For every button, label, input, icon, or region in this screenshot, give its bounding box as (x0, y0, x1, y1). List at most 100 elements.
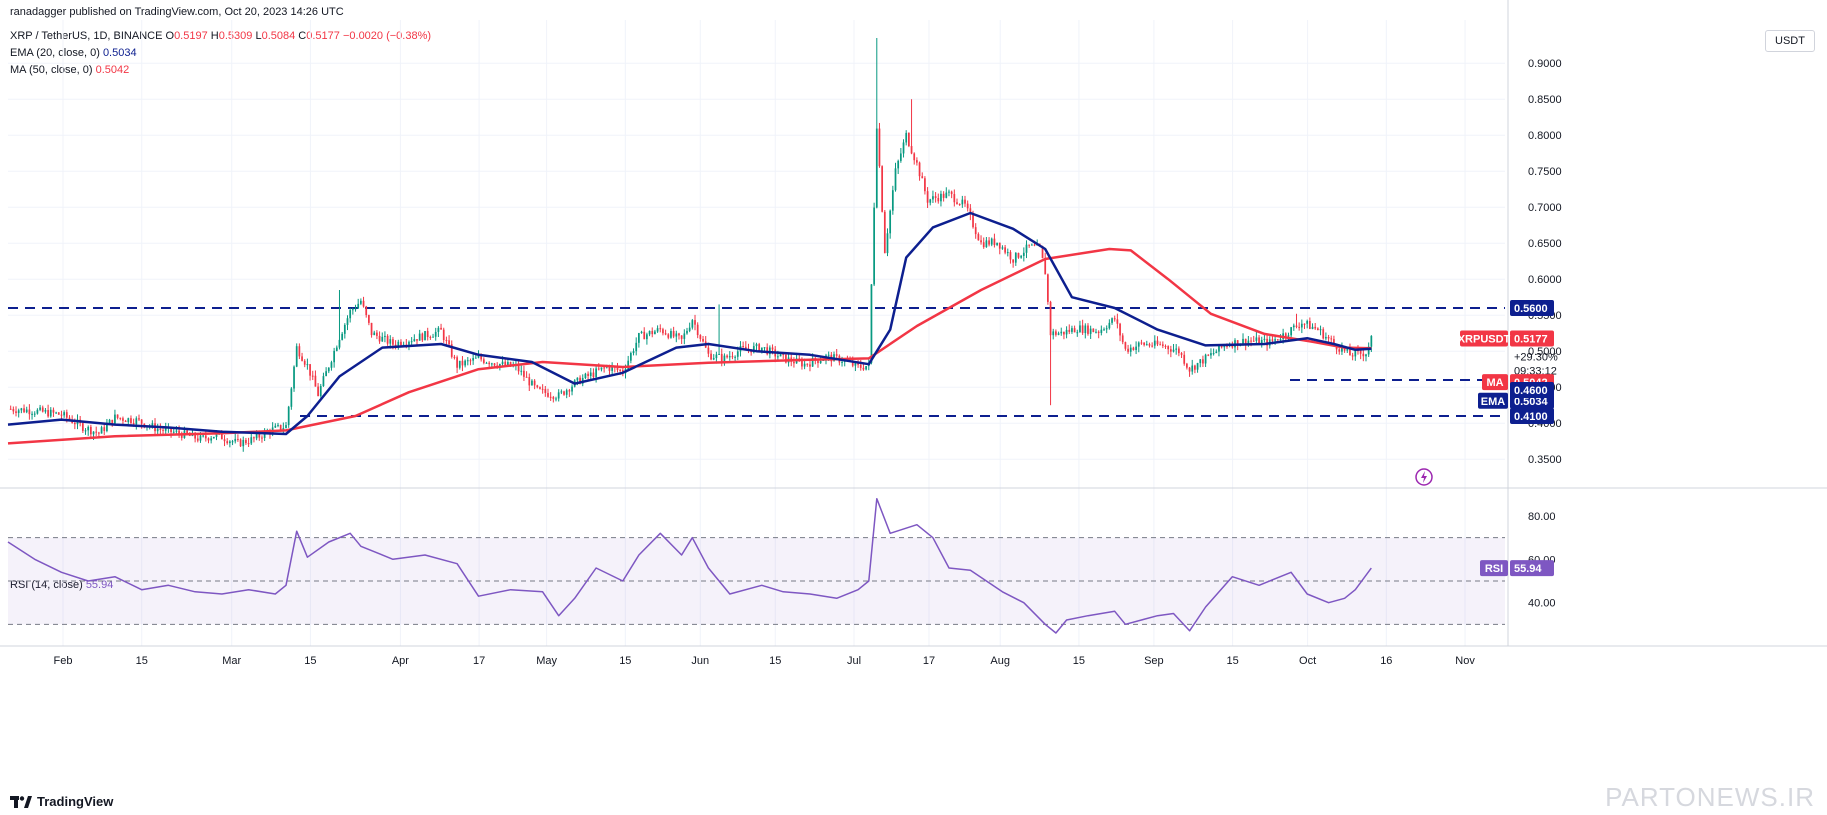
candle-body (426, 331, 429, 338)
candle-body (678, 333, 680, 336)
candle-body (662, 329, 664, 334)
candle-body (1006, 252, 1009, 254)
candle-body (758, 344, 761, 352)
candle-body (1271, 339, 1274, 341)
candle-body (627, 360, 630, 370)
candle-body (57, 412, 60, 415)
candle-body (728, 356, 731, 358)
candle-body (1177, 348, 1180, 354)
candle-body (119, 417, 122, 419)
candle-body (1068, 329, 1071, 332)
candle-body (1060, 331, 1063, 334)
candle-body (106, 423, 108, 431)
candle-body (458, 360, 461, 368)
tradingview-logo[interactable]: TradingView (10, 794, 113, 809)
candle-body (1223, 345, 1226, 348)
candle-body (929, 199, 932, 203)
candle-body (1108, 322, 1111, 329)
candle-body (1362, 353, 1365, 357)
candle-body (998, 242, 1001, 249)
candle-body (982, 242, 985, 248)
candle-body (924, 178, 926, 192)
candle-body (327, 367, 330, 372)
candle-body (547, 392, 549, 397)
candle-body (1252, 340, 1255, 342)
candle-body (523, 370, 525, 377)
candle-body (948, 191, 950, 193)
candle-body (1127, 348, 1129, 352)
rsi-legend[interactable]: RSI (14, close) 55.94 (10, 579, 113, 591)
candle-body (1287, 335, 1290, 337)
ma-tag-bg (1482, 374, 1508, 391)
candle-body (135, 418, 138, 425)
candle-body (482, 359, 485, 363)
currency-button[interactable]: USDT (1765, 30, 1815, 52)
candle-body (552, 397, 555, 399)
candle-body (782, 354, 785, 356)
candle-body (635, 342, 638, 352)
candle-body (1255, 337, 1258, 341)
candle-body (65, 412, 68, 418)
publisher-line: ranadagger published on TradingView.com,… (10, 6, 344, 18)
candle-body (1341, 347, 1343, 352)
candle-body (811, 357, 814, 367)
candle-body (1095, 331, 1097, 333)
candle-body (229, 441, 231, 444)
rsi-legend-value: 55.94 (86, 579, 114, 591)
candle-body (563, 391, 565, 395)
candle-body (905, 132, 908, 143)
candle-body (311, 375, 314, 377)
candle-body (940, 193, 942, 202)
candle-body (1113, 318, 1116, 320)
candle-body (1319, 329, 1322, 331)
candle-body (576, 377, 579, 381)
candle-body (777, 356, 779, 358)
candle-body (437, 327, 440, 332)
candle-body (760, 347, 763, 352)
candle-body (1159, 344, 1162, 346)
candle-body (509, 362, 512, 367)
candle-body (966, 203, 969, 209)
symbol-name[interactable]: XRP / TetherUS, 1D, BINANCE (10, 30, 163, 42)
candle-body (175, 430, 178, 432)
candle-body (934, 196, 937, 199)
candle-body (408, 341, 410, 345)
candle-body (611, 366, 614, 371)
candle-body (239, 439, 242, 447)
candle-body (306, 364, 309, 366)
candle-body (763, 347, 766, 349)
candle-body (319, 386, 322, 397)
price-tick-label: 0.6500 (1528, 238, 1562, 250)
candle-body (1325, 336, 1327, 339)
open-value: 0.5197 (174, 30, 208, 42)
candle-body (1322, 329, 1325, 339)
ema-legend[interactable]: EMA (20, close, 0) 0.5034 (10, 47, 137, 59)
candle-body (1022, 252, 1025, 256)
candle-body (544, 389, 547, 393)
candle-body (1092, 328, 1095, 332)
candle-body (400, 341, 402, 346)
price-tick-label: 0.5000 (1528, 346, 1562, 358)
candle-body (793, 361, 795, 364)
candle-body (1079, 325, 1081, 333)
candle-body (1081, 325, 1084, 334)
candle-body (664, 333, 667, 335)
candle-body (301, 356, 303, 361)
ma-legend[interactable]: MA (50, close, 0) 0.5042 (10, 64, 130, 76)
candle-body (1145, 344, 1148, 346)
candle-body (517, 364, 520, 372)
candle-body (699, 335, 702, 339)
candle-body (779, 354, 782, 357)
candle-body (124, 420, 127, 423)
candle-body (1199, 359, 1202, 364)
level-046-label: 0.4600 (1514, 385, 1548, 397)
candle-body (956, 202, 958, 205)
candle-body (1292, 325, 1295, 328)
candle-body (250, 437, 253, 444)
candle-body (354, 308, 357, 310)
candle-body (204, 435, 207, 439)
candle-body (603, 367, 605, 369)
candle-body (670, 331, 672, 338)
candle-body (1258, 337, 1260, 345)
